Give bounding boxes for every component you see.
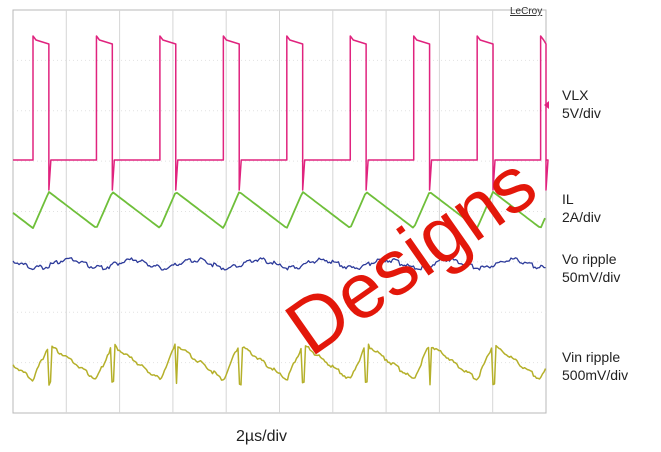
channel-scale: 2A/div (562, 209, 601, 225)
trace-il (12, 191, 546, 229)
channel-name: IL (562, 191, 574, 207)
traces (12, 35, 549, 386)
timebase-label: 2µs/div (236, 428, 288, 445)
trace-vin-ripple (12, 343, 547, 386)
channel-name: Vo ripple (562, 251, 617, 267)
channel-name: Vin ripple (562, 349, 621, 365)
channel-label-vo-ripple: Vo ripple 50mV/div (562, 250, 620, 286)
trace-vo-ripple (12, 257, 546, 271)
brand-logo: LeCroy (510, 6, 543, 17)
trace-vlx (13, 35, 549, 191)
channel-scale: 500mV/div (562, 367, 629, 383)
channel-scale: 5V/div (562, 105, 601, 121)
channel-name: VLX (562, 87, 589, 103)
channel-label-vin-ripple: Vin ripple 500mV/div (562, 348, 628, 384)
channel-label-il: IL 2A/div (562, 190, 601, 226)
vlx-marker-icon (544, 101, 549, 109)
channel-scale: 50mV/div (562, 269, 621, 285)
channel-label-vlx: VLX 5V/div (562, 86, 601, 122)
